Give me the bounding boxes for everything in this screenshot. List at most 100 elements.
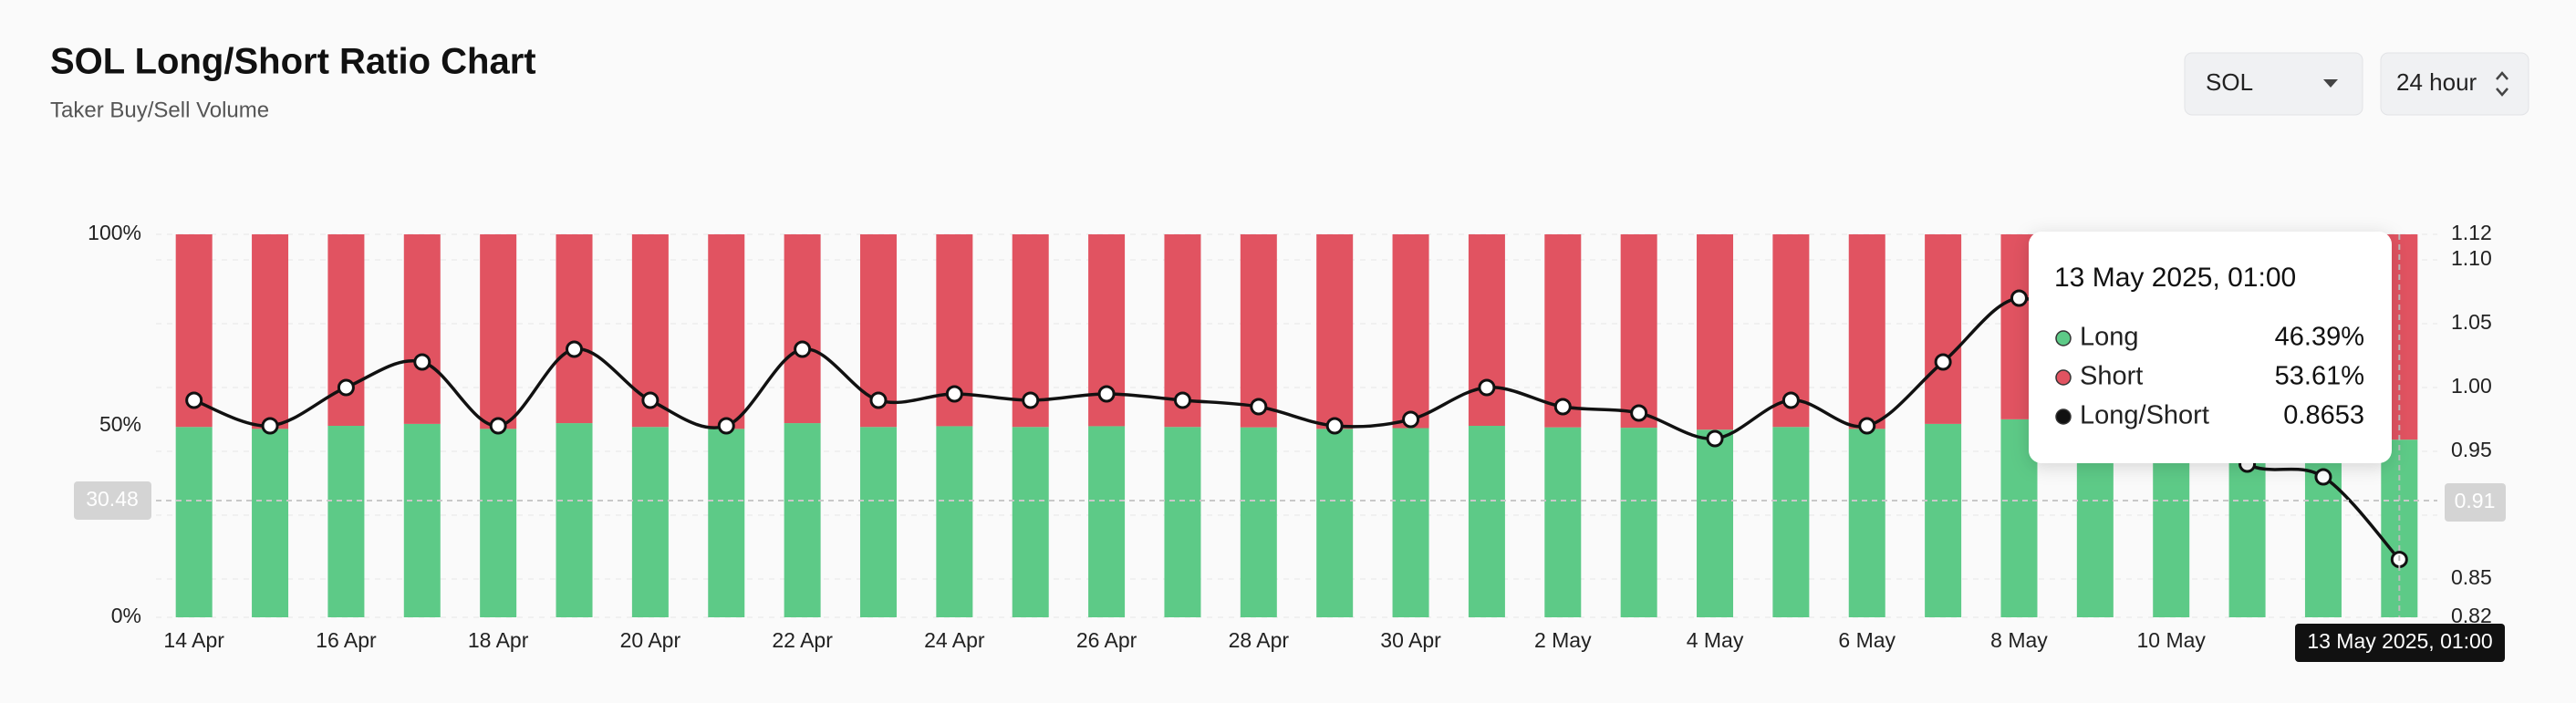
x-tick-label: 28 Apr xyxy=(1229,628,1290,652)
bar-segment xyxy=(252,234,289,429)
bar-segment xyxy=(1164,427,1201,617)
crosshair-x-box xyxy=(2295,624,2505,662)
ratio-point xyxy=(1781,391,1800,409)
ratio-point xyxy=(717,417,735,435)
tooltip-box xyxy=(2029,232,2392,463)
ratio-point xyxy=(1553,398,1572,416)
ratio-point xyxy=(185,391,203,409)
bar-segment xyxy=(784,423,821,617)
bar-segment xyxy=(1392,428,1429,617)
select-caret xyxy=(2496,71,2508,97)
ratio-point xyxy=(2314,468,2332,486)
ratio-point xyxy=(2010,289,2028,307)
ratio-point xyxy=(1706,429,1724,448)
crosshair-y2-label: 0.91 xyxy=(2455,489,2496,512)
tooltip-title: 13 May 2025, 01:00 xyxy=(2054,263,2296,293)
tooltip-dot xyxy=(2055,408,2072,425)
y2-tick-label: 0.85 xyxy=(2451,565,2492,589)
ratio-point xyxy=(945,385,963,403)
select-value[interactable]: SOL xyxy=(2206,68,2253,96)
x-tick-label: 4 May xyxy=(1687,628,1744,652)
tooltip-name: Long xyxy=(2080,323,2139,352)
chart-title: SOL Long/Short Ratio Chart xyxy=(50,42,536,82)
bar-segment xyxy=(1468,426,1505,617)
bar-segment xyxy=(1772,427,1810,617)
ratio-point xyxy=(641,391,660,409)
x-tick-label: 8 May xyxy=(1990,628,2048,652)
x-tick-label: 26 Apr xyxy=(1076,628,1137,652)
crosshair-y2-box xyxy=(2445,483,2506,522)
interval-select[interactable]: 24 hour xyxy=(2380,52,2529,116)
bar-segment xyxy=(1240,427,1277,617)
bar-segment xyxy=(1012,427,1049,617)
x-tick-label: 24 Apr xyxy=(924,628,985,652)
bar-segment xyxy=(1316,429,1354,617)
ratio-point xyxy=(1325,417,1344,435)
ratio-point xyxy=(261,417,279,435)
bar-segment xyxy=(1316,234,1354,429)
bar-segment xyxy=(556,234,593,424)
y2-tick-label: 0.95 xyxy=(2451,438,2492,461)
bar-segment xyxy=(1620,234,1657,429)
y-tick-label: 0% xyxy=(111,604,141,627)
ratio-point xyxy=(566,340,584,358)
bar-segment xyxy=(327,426,365,617)
x-tick-label: 22 Apr xyxy=(772,628,833,652)
bar-segment xyxy=(859,427,897,617)
symbol-select[interactable]: SOL xyxy=(2184,52,2363,116)
bar-segment xyxy=(480,234,517,429)
y2-tick-label: 1.05 xyxy=(2451,310,2492,334)
bar-segment xyxy=(1697,234,1734,430)
y-tick-label: 50% xyxy=(99,412,141,436)
ratio-point xyxy=(1250,398,1268,416)
ratio-point xyxy=(1097,385,1116,403)
ratio-point xyxy=(1022,391,1040,409)
bar-segment xyxy=(1392,234,1429,429)
y-tick-label: 100% xyxy=(88,221,141,244)
x-tick-label: 30 Apr xyxy=(1380,628,1441,652)
bar-segment xyxy=(1544,234,1582,428)
bar-segment xyxy=(252,429,289,617)
bar-segment xyxy=(403,234,441,424)
bar-segment xyxy=(936,426,973,617)
bar-segment xyxy=(1620,428,1657,617)
ratio-point xyxy=(794,340,812,358)
ratio-point xyxy=(337,378,355,397)
crosshair-y-box xyxy=(74,481,151,520)
bar-segment xyxy=(784,234,821,424)
bar-segment xyxy=(480,429,517,617)
crosshair-x-label: 13 May 2025, 01:00 xyxy=(2307,629,2492,653)
x-tick-label: 18 Apr xyxy=(468,628,529,652)
tooltip-name: Long/Short xyxy=(2080,401,2209,430)
bar-segment xyxy=(327,234,365,426)
x-tick-label: 10 May xyxy=(2136,628,2206,652)
x-tick-label: 2 May xyxy=(1534,628,1592,652)
ratio-point xyxy=(413,353,431,371)
select-box[interactable] xyxy=(2184,52,2363,116)
x-tick-label: 14 Apr xyxy=(163,628,224,652)
bar-segment xyxy=(2304,432,2342,617)
bar-segment xyxy=(1925,234,1962,424)
ratio-point xyxy=(1173,391,1191,409)
ratio-point xyxy=(489,417,507,435)
chart-subtitle: Taker Buy/Sell Volume xyxy=(50,98,269,122)
tooltip-value: 0.8653 xyxy=(2283,401,2364,430)
select-value[interactable]: 24 hour xyxy=(2396,68,2477,96)
select-caret xyxy=(2323,79,2338,88)
plot: 0.820.850.900.951.001.051.101.120%50%100… xyxy=(74,221,2506,662)
bar-segment xyxy=(175,427,213,617)
crosshair-y-label: 30.48 xyxy=(86,487,139,511)
select-box[interactable] xyxy=(2380,52,2529,116)
y2-tick-label: 0.82 xyxy=(2451,604,2492,627)
bar-segment xyxy=(556,423,593,617)
ratio-point xyxy=(1478,378,1496,397)
bar-segment xyxy=(1468,234,1505,426)
bar-segment xyxy=(1848,234,1885,429)
x-tick-label: 20 Apr xyxy=(620,628,681,652)
bar-segment xyxy=(631,427,669,617)
x-tick-label: 16 Apr xyxy=(316,628,377,652)
ratio-point xyxy=(1402,410,1420,429)
ratio-point xyxy=(1630,404,1648,422)
